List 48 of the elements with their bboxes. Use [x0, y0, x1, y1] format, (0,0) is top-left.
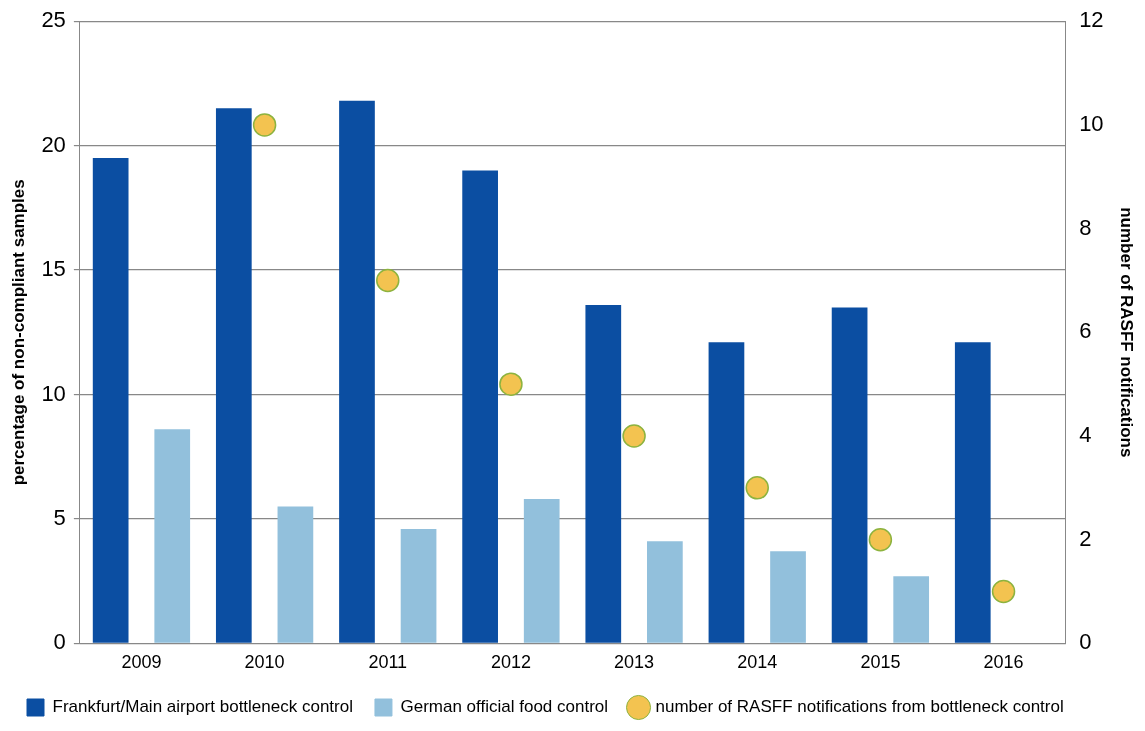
y-tick-label: 10 [41, 380, 66, 406]
y-tick-label: 20 [41, 131, 66, 157]
y2-axis-title: number of RASFF notifications [1117, 207, 1137, 458]
bar [893, 576, 930, 643]
bar [831, 307, 868, 643]
x-tick-label: 2014 [737, 652, 778, 673]
x-tick-label: 2013 [614, 652, 655, 673]
x-tick-label: 2011 [368, 652, 408, 673]
y2-tick-label: 6 [1079, 318, 1092, 344]
y2-tick-label: 12 [1079, 7, 1104, 33]
x-tick-label: 2012 [490, 652, 531, 673]
bar [523, 499, 560, 643]
legend-label: Frankfurt/Main airport bottleneck control [52, 697, 353, 717]
y-axis-title: percentage of non-compliant samples [8, 179, 28, 486]
y2-tick-label: 8 [1079, 214, 1092, 240]
legend-label: German official food control [400, 697, 609, 717]
y2-tick-label: 4 [1079, 422, 1092, 448]
y-tick-label: 15 [41, 256, 66, 282]
bar [954, 342, 991, 643]
y2-tick-label: 0 [1079, 629, 1092, 655]
x-tick-label: 2016 [983, 652, 1024, 673]
bar [708, 342, 745, 643]
y2-tick-label: 2 [1079, 525, 1092, 551]
bar [92, 158, 129, 643]
y2-tick-label: 10 [1079, 110, 1104, 136]
y-tick-label: 5 [53, 505, 66, 531]
legend-label: number of RASFF notifications from bottleneck control [655, 697, 1064, 717]
point [499, 372, 523, 396]
bar [585, 304, 622, 643]
point [252, 113, 277, 137]
point [991, 579, 1016, 604]
bar [154, 429, 191, 643]
point [868, 527, 893, 552]
point [622, 424, 646, 448]
bar [215, 108, 252, 643]
y-tick-label: 0 [53, 629, 66, 655]
bar [647, 541, 683, 643]
bar [339, 100, 375, 643]
bar [770, 551, 806, 643]
x-tick-label: 2015 [860, 652, 901, 673]
bar [277, 506, 314, 643]
x-tick-label: 2009 [121, 652, 162, 673]
point [376, 268, 400, 293]
point [745, 476, 769, 500]
x-tick-label: 2010 [244, 652, 285, 673]
bar [462, 170, 498, 643]
bar [400, 528, 437, 643]
y-tick-label: 25 [41, 7, 66, 33]
